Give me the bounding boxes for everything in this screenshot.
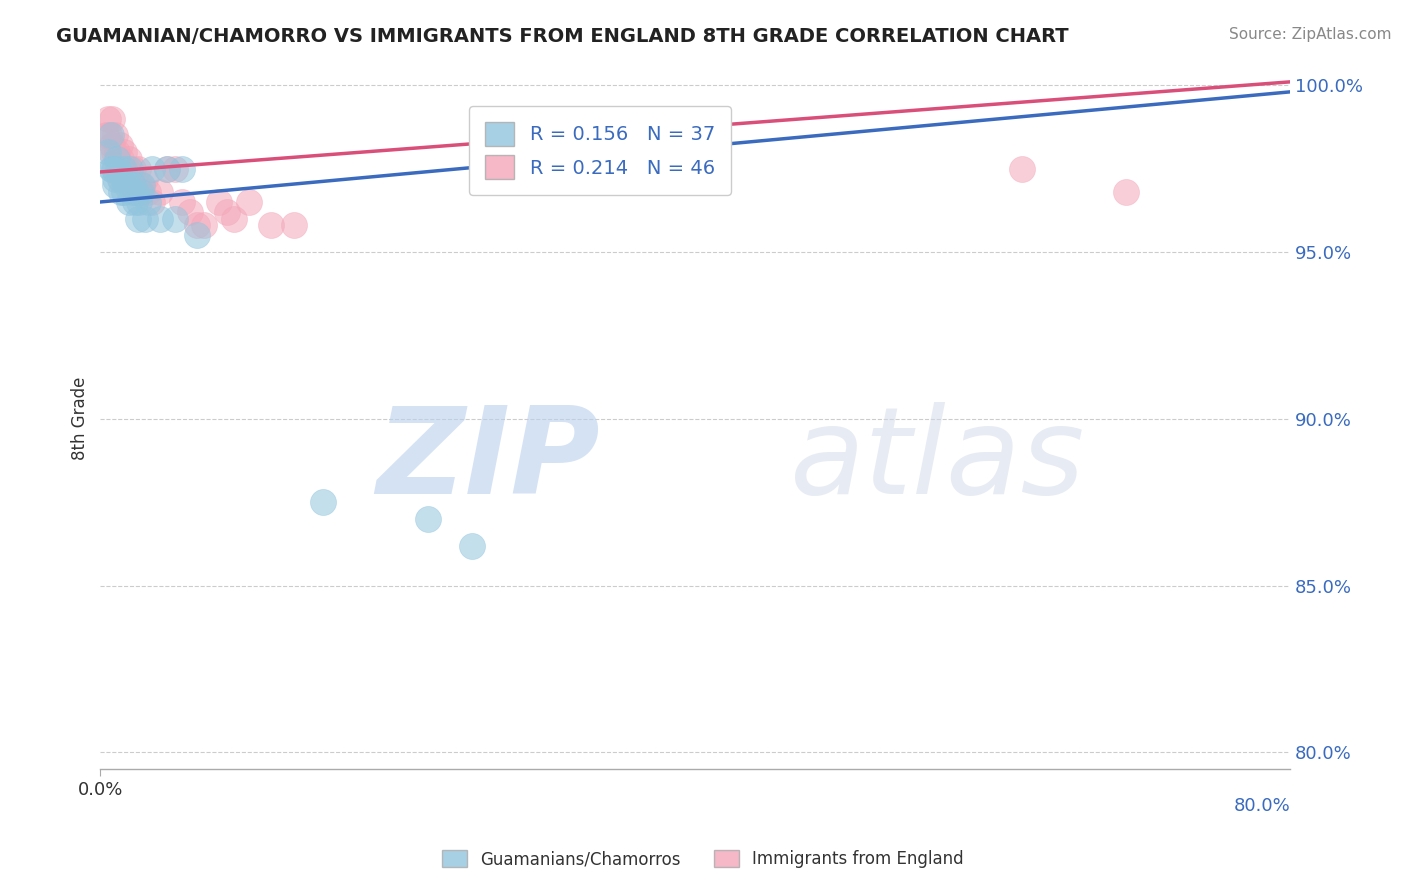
Point <box>110 185 132 199</box>
Point <box>96 128 118 143</box>
Point <box>127 211 149 226</box>
Point <box>105 152 128 166</box>
Point <box>103 145 125 159</box>
Point <box>134 171 156 186</box>
Point <box>104 161 127 176</box>
Point <box>125 185 148 199</box>
Point <box>104 128 127 143</box>
Point <box>141 161 163 176</box>
Point <box>108 171 131 186</box>
Point <box>186 228 208 243</box>
Point <box>122 161 145 176</box>
Point <box>121 185 143 199</box>
Text: 80.0%: 80.0% <box>1233 797 1291 815</box>
Point <box>461 539 484 553</box>
Point <box>131 185 153 199</box>
Point <box>121 178 143 193</box>
Point <box>129 178 152 193</box>
Point <box>97 145 120 159</box>
Point <box>111 171 134 186</box>
Point <box>129 185 152 199</box>
Point <box>104 171 127 186</box>
Point <box>112 161 135 176</box>
Text: ZIP: ZIP <box>377 402 600 519</box>
Point <box>103 161 125 176</box>
Point <box>100 161 122 176</box>
Point <box>141 194 163 209</box>
Point <box>112 185 135 199</box>
Point <box>115 171 138 186</box>
Y-axis label: 8th Grade: 8th Grade <box>72 377 89 460</box>
Point <box>131 178 153 193</box>
Point <box>128 194 150 209</box>
Point <box>114 171 136 186</box>
Point <box>179 205 201 219</box>
Point <box>108 138 131 153</box>
Point <box>104 178 127 193</box>
Point <box>156 161 179 176</box>
Point <box>122 178 145 193</box>
Point <box>108 171 131 186</box>
Point <box>120 171 142 186</box>
Point <box>100 145 122 159</box>
Point <box>215 205 238 219</box>
Legend: R = 0.156   N = 37, R = 0.214   N = 46: R = 0.156 N = 37, R = 0.214 N = 46 <box>470 106 731 194</box>
Point <box>117 152 139 166</box>
Point <box>193 219 215 233</box>
Point <box>124 194 146 209</box>
Point <box>101 112 124 126</box>
Point <box>312 495 335 509</box>
Point <box>224 211 246 226</box>
Point <box>97 112 120 126</box>
Point <box>117 194 139 209</box>
Point <box>127 161 149 176</box>
Point <box>134 211 156 226</box>
Point <box>172 194 194 209</box>
Point <box>136 185 159 199</box>
Point <box>107 161 129 176</box>
Point <box>98 128 121 143</box>
Point <box>112 145 135 159</box>
Point <box>101 161 124 176</box>
Legend: Guamanians/Chamorros, Immigrants from England: Guamanians/Chamorros, Immigrants from En… <box>436 843 970 875</box>
Point <box>101 138 124 153</box>
Point <box>172 161 194 176</box>
Point <box>124 185 146 199</box>
Text: GUAMANIAN/CHAMORRO VS IMMIGRANTS FROM ENGLAND 8TH GRADE CORRELATION CHART: GUAMANIAN/CHAMORRO VS IMMIGRANTS FROM EN… <box>56 27 1069 45</box>
Point <box>260 219 283 233</box>
Point <box>163 161 186 176</box>
Point <box>115 161 138 176</box>
Text: Source: ZipAtlas.com: Source: ZipAtlas.com <box>1229 27 1392 42</box>
Point <box>149 185 172 199</box>
Point <box>111 161 134 176</box>
Point <box>114 178 136 193</box>
Point <box>107 152 129 166</box>
Point <box>105 145 128 159</box>
Point <box>156 161 179 176</box>
Point <box>208 194 231 209</box>
Point <box>120 161 142 176</box>
Point <box>283 219 305 233</box>
Point <box>238 194 260 209</box>
Point <box>163 211 186 226</box>
Point <box>149 211 172 226</box>
Point <box>416 512 439 526</box>
Point <box>110 152 132 166</box>
Point <box>100 128 122 143</box>
Point <box>1011 161 1033 176</box>
Point <box>186 219 208 233</box>
Point <box>1115 185 1137 199</box>
Point <box>136 194 159 209</box>
Point <box>128 178 150 193</box>
Text: atlas: atlas <box>790 402 1085 519</box>
